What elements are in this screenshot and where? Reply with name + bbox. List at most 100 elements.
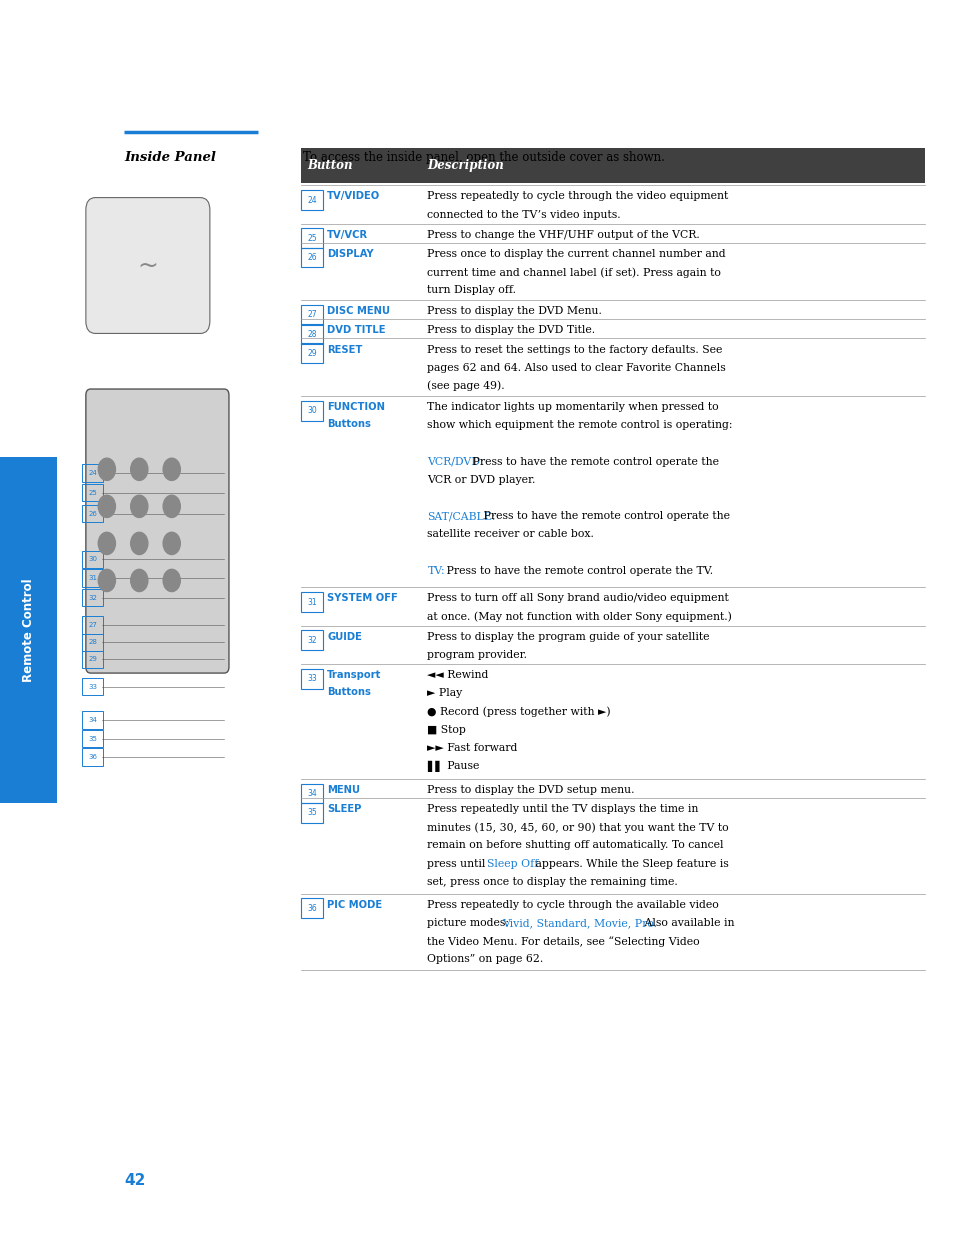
Text: current time and channel label (if set). Press again to: current time and channel label (if set).… [427,267,720,278]
Text: Press to have the remote control operate the TV.: Press to have the remote control operate… [442,566,713,576]
Text: 26: 26 [307,253,316,262]
Text: ◄◄ Rewind: ◄◄ Rewind [427,669,488,680]
Text: Sleep Off: Sleep Off [486,858,537,868]
Text: 32: 32 [307,636,316,645]
Text: Transport: Transport [327,669,381,680]
Text: ~: ~ [137,253,158,278]
Text: Buttons: Buttons [327,419,371,430]
Text: 28: 28 [88,640,97,645]
FancyBboxPatch shape [86,198,210,333]
Text: minutes (15, 30, 45, 60, or 90) that you want the TV to: minutes (15, 30, 45, 60, or 90) that you… [427,823,728,832]
Text: Press to have the remote control operate the: Press to have the remote control operate… [479,511,729,521]
Text: 33: 33 [307,674,316,683]
Text: 36: 36 [307,904,316,913]
Text: pages 62 and 64. Also used to clear Favorite Channels: pages 62 and 64. Also used to clear Favo… [427,363,725,373]
Text: DISPLAY: DISPLAY [327,249,374,259]
Text: show which equipment the remote control is operating:: show which equipment the remote control … [427,420,732,430]
Text: 31: 31 [307,598,316,606]
Text: VCR/DVD:: VCR/DVD: [427,457,483,467]
Text: SYSTEM OFF: SYSTEM OFF [327,593,397,604]
Text: Buttons: Buttons [327,687,371,698]
Text: RESET: RESET [327,345,362,354]
Text: ● Record (press together with ►): ● Record (press together with ►) [427,706,610,718]
Text: 33: 33 [88,684,97,689]
Text: set, press once to display the remaining time.: set, press once to display the remaining… [427,877,678,887]
Circle shape [163,458,180,480]
Text: Press to display the program guide of your satellite: Press to display the program guide of yo… [427,632,709,642]
Circle shape [98,495,115,517]
Text: 30: 30 [307,406,316,415]
Circle shape [163,532,180,555]
Circle shape [131,569,148,592]
Text: at once. (May not function with older Sony equipment.): at once. (May not function with older So… [427,611,732,622]
Circle shape [131,532,148,555]
Text: (see page 49).: (see page 49). [427,380,504,391]
Text: ▌▌ Pause: ▌▌ Pause [427,761,479,772]
Circle shape [163,495,180,517]
Text: the Video Menu. For details, see “Selecting Video: the Video Menu. For details, see “Select… [427,936,700,947]
Circle shape [131,458,148,480]
Text: 24: 24 [307,195,316,205]
Text: 42: 42 [124,1173,145,1188]
Text: Press to reset the settings to the factory defaults. See: Press to reset the settings to the facto… [427,345,722,354]
Text: 28: 28 [307,330,316,338]
Text: Description: Description [427,159,503,172]
Text: DISC MENU: DISC MENU [327,306,390,316]
Text: TV/VCR: TV/VCR [327,230,368,240]
Text: 31: 31 [88,576,97,580]
Text: appears. While the Sleep feature is: appears. While the Sleep feature is [531,858,727,868]
Text: turn Display off.: turn Display off. [427,285,516,295]
Text: Press to have the remote control operate the: Press to have the remote control operate… [469,457,719,467]
Text: 35: 35 [88,736,97,741]
Text: 27: 27 [88,622,97,627]
Text: 29: 29 [307,348,316,358]
Text: 24: 24 [88,471,97,475]
Text: TV:: TV: [427,566,444,576]
Text: Remote Control: Remote Control [22,578,35,682]
Text: Press to display the DVD setup menu.: Press to display the DVD setup menu. [427,785,635,795]
Text: 35: 35 [307,808,316,818]
Text: ► Play: ► Play [427,688,462,698]
Text: DVD TITLE: DVD TITLE [327,325,385,336]
Text: To access the inside panel, open the outside cover as shown.: To access the inside panel, open the out… [303,151,664,164]
Text: Press repeatedly until the TV displays the time in: Press repeatedly until the TV displays t… [427,804,698,814]
Text: Press to change the VHF/UHF output of the VCR.: Press to change the VHF/UHF output of th… [427,230,700,240]
Text: Press to display the DVD Title.: Press to display the DVD Title. [427,325,595,336]
Text: ■ Stop: ■ Stop [427,725,466,735]
Text: Also available in: Also available in [640,918,734,927]
Text: The indicator lights up momentarily when pressed to: The indicator lights up momentarily when… [427,401,719,412]
Text: picture modes:: picture modes: [427,918,513,927]
Circle shape [98,532,115,555]
Text: 34: 34 [307,789,316,798]
Text: 25: 25 [88,490,97,495]
Text: program provider.: program provider. [427,650,527,659]
Text: Press repeatedly to cycle through the video equipment: Press repeatedly to cycle through the vi… [427,191,728,201]
Text: Options” on page 62.: Options” on page 62. [427,955,543,965]
Text: Press repeatedly to cycle through the available video: Press repeatedly to cycle through the av… [427,899,719,910]
Text: 32: 32 [88,595,97,600]
Text: 34: 34 [88,718,97,722]
Text: SAT/CABLE:: SAT/CABLE: [427,511,496,521]
Text: 30: 30 [88,557,97,562]
Text: Inside Panel: Inside Panel [124,151,215,164]
Text: Press once to display the current channel number and: Press once to display the current channe… [427,249,725,259]
Text: MENU: MENU [327,785,360,795]
Text: 36: 36 [88,755,97,760]
Text: press until: press until [427,858,489,868]
Text: 29: 29 [88,657,97,662]
Text: VCR or DVD player.: VCR or DVD player. [427,474,536,484]
Text: Press to turn off all Sony brand audio/video equipment: Press to turn off all Sony brand audio/v… [427,593,728,604]
Text: Press to display the DVD Menu.: Press to display the DVD Menu. [427,306,601,316]
Text: connected to the TV’s video inputs.: connected to the TV’s video inputs. [427,210,620,220]
Text: GUIDE: GUIDE [327,632,362,642]
Text: Vivid, Standard, Movie, Pro.: Vivid, Standard, Movie, Pro. [501,918,656,927]
Text: 27: 27 [307,310,316,320]
Text: PIC MODE: PIC MODE [327,899,382,910]
FancyBboxPatch shape [0,457,57,803]
Text: 26: 26 [88,511,97,516]
Text: Button: Button [307,159,353,172]
Text: TV/VIDEO: TV/VIDEO [327,191,380,201]
Text: 25: 25 [307,233,316,243]
FancyBboxPatch shape [86,389,229,673]
Text: satellite receiver or cable box.: satellite receiver or cable box. [427,530,594,540]
